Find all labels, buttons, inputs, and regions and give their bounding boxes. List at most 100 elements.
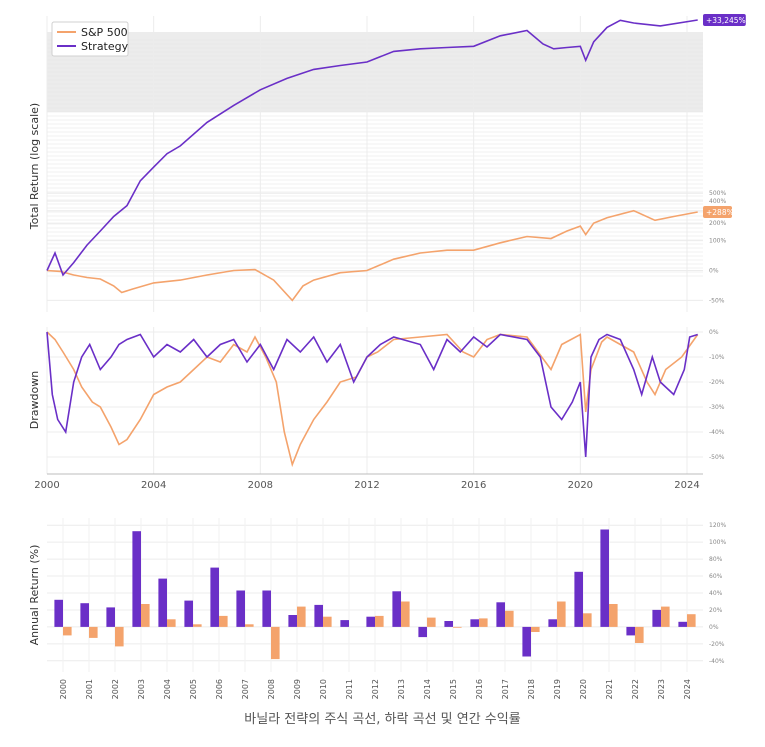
equity-y-tick: 100% bbox=[709, 238, 726, 245]
bar-strategy-2004 bbox=[158, 578, 167, 627]
drawdown-y-tick: -50% bbox=[709, 454, 725, 461]
annual-y-tick: 80% bbox=[709, 556, 723, 563]
annual-y-tick: 0% bbox=[709, 624, 719, 631]
bar-strategy-2014 bbox=[418, 626, 427, 638]
annual-x-tick: 2007 bbox=[241, 679, 250, 699]
end-label-sp500-box bbox=[703, 206, 732, 219]
bar-sp500-2008 bbox=[271, 626, 280, 660]
bar-strategy-2009 bbox=[288, 615, 297, 627]
drawdown-x-tick: 2024 bbox=[674, 480, 699, 491]
annual-x-tick: 2010 bbox=[319, 679, 328, 699]
annual-x-tick: 2016 bbox=[475, 679, 484, 699]
drawdown-y-axis-label: Drawdown bbox=[28, 371, 41, 429]
bar-sp500-2014 bbox=[427, 617, 436, 627]
bar-strategy-2005 bbox=[184, 600, 193, 627]
bar-sp500-2019 bbox=[557, 601, 566, 627]
equity-end-labels: +33,245% +288% bbox=[703, 13, 746, 219]
equity-y-tick: 0% bbox=[709, 267, 719, 274]
drawdown-x-tick: 2020 bbox=[568, 480, 593, 491]
drawdown-x-tick: 2000 bbox=[34, 480, 59, 491]
bar-strategy-2016 bbox=[470, 619, 479, 627]
bar-sp500-2002 bbox=[115, 626, 124, 647]
legend-label-strategy: Strategy bbox=[81, 40, 129, 53]
bar-sp500-2004 bbox=[167, 619, 176, 627]
annual-x-tick: 2012 bbox=[371, 679, 380, 699]
annual-x-tick: 2019 bbox=[553, 679, 562, 699]
bar-strategy-2001 bbox=[80, 603, 89, 627]
annual-x-tick: 2022 bbox=[631, 679, 640, 699]
legend-box bbox=[51, 21, 129, 57]
equity-legend: S&P 500 Strategy bbox=[51, 21, 129, 57]
bar-strategy-2008 bbox=[262, 590, 271, 627]
annual-y-tick: -40% bbox=[709, 658, 725, 665]
drawdown-x-tick: 2004 bbox=[141, 480, 166, 491]
drawdown-y-tick: -30% bbox=[709, 404, 725, 411]
bar-strategy-2010 bbox=[314, 604, 323, 627]
bar-strategy-2019 bbox=[548, 619, 557, 627]
bar-sp500-2018 bbox=[531, 626, 540, 632]
annual-x-tick: 2017 bbox=[501, 679, 510, 699]
bar-sp500-2017 bbox=[505, 610, 514, 627]
drawdown-line-strategy bbox=[46, 331, 698, 458]
annual-x-tick: 2004 bbox=[163, 679, 172, 699]
bar-sp500-2010 bbox=[323, 616, 332, 627]
bar-sp500-2021 bbox=[609, 604, 618, 627]
annual-x-tick: 2018 bbox=[527, 679, 536, 699]
equity-lines bbox=[46, 19, 698, 302]
drawdown-gridlines bbox=[46, 327, 703, 474]
annual-y-tick: 20% bbox=[709, 607, 723, 614]
drawdown-y-tick: -20% bbox=[709, 379, 725, 386]
bar-strategy-2022 bbox=[626, 626, 635, 636]
bar-sp500-2007 bbox=[245, 624, 254, 627]
annual-bars bbox=[54, 529, 696, 660]
annual-x-tick: 2013 bbox=[397, 679, 406, 699]
equity-y-tick: 400% bbox=[709, 198, 726, 205]
drawdown-x-tick: 2016 bbox=[461, 480, 486, 491]
equity-y-tick: -50% bbox=[709, 297, 725, 304]
annual-x-tick: 2014 bbox=[423, 679, 432, 699]
equity-curve-chart: -50%0%100%200%300%400%500% +33,245%+288%… bbox=[28, 13, 746, 312]
annual-x-tick: 2024 bbox=[683, 679, 692, 699]
annual-x-tick: 2021 bbox=[605, 679, 614, 699]
annual-x-tick: 2015 bbox=[449, 679, 458, 699]
bar-strategy-2017 bbox=[496, 602, 505, 627]
bar-sp500-2015 bbox=[453, 626, 462, 628]
equity-gridlines bbox=[46, 16, 703, 312]
drawdown-y-tick: -40% bbox=[709, 429, 725, 436]
annual-returns-chart: 120%100%80%60%40%20%0%-20%-40% 2000 2001 2… bbox=[28, 518, 726, 699]
bar-strategy-2012 bbox=[366, 616, 375, 627]
annual-x-tick: 2005 bbox=[189, 679, 198, 699]
bar-sp500-2022 bbox=[635, 626, 644, 643]
legend-label-sp500: S&P 500 bbox=[81, 26, 128, 39]
annual-y-tick: 120% bbox=[709, 522, 726, 529]
drawdown-x-tick-labels: 2000 2004 2008 2012 2016 2020 2024 bbox=[34, 480, 699, 491]
annual-x-tick: 2006 bbox=[215, 679, 224, 699]
bar-strategy-2020 bbox=[574, 571, 583, 627]
drawdown-x-tick: 2012 bbox=[354, 480, 379, 491]
bar-sp500-2013 bbox=[401, 601, 410, 627]
bar-strategy-2002 bbox=[106, 607, 115, 627]
drawdown-y-tick: 0% bbox=[709, 329, 719, 336]
bar-strategy-2018 bbox=[522, 626, 531, 657]
annual-x-tick: 2002 bbox=[111, 679, 120, 699]
bar-strategy-2000 bbox=[54, 599, 63, 627]
bar-sp500-2024 bbox=[687, 614, 696, 627]
annual-y-tick: 60% bbox=[709, 573, 723, 580]
bar-strategy-2003 bbox=[132, 531, 141, 627]
bar-strategy-2011 bbox=[340, 620, 349, 627]
drawdown-lines bbox=[46, 331, 699, 468]
bar-strategy-2023 bbox=[652, 609, 661, 627]
bar-strategy-2015 bbox=[444, 621, 453, 627]
drawdown-y-tick: -10% bbox=[709, 354, 725, 361]
annual-x-tick: 2008 bbox=[267, 679, 276, 699]
bar-sp500-2009 bbox=[297, 606, 306, 627]
annual-y-tick: 100% bbox=[709, 539, 726, 546]
drawdown-x-tick: 2008 bbox=[248, 480, 273, 491]
equity-y-tick: 500% bbox=[709, 190, 726, 197]
bar-sp500-2003 bbox=[141, 604, 150, 627]
annual-x-tick: 2009 bbox=[293, 679, 302, 699]
drawdown-y-tick-labels: 0% -10% -20% -30% -40% -50% bbox=[709, 329, 725, 461]
annual-x-tick-labels: 2000 2001 2002 2003 2004 2005 2006 2007 2008 2009… bbox=[59, 679, 692, 699]
annual-y-tick: -20% bbox=[709, 641, 725, 648]
